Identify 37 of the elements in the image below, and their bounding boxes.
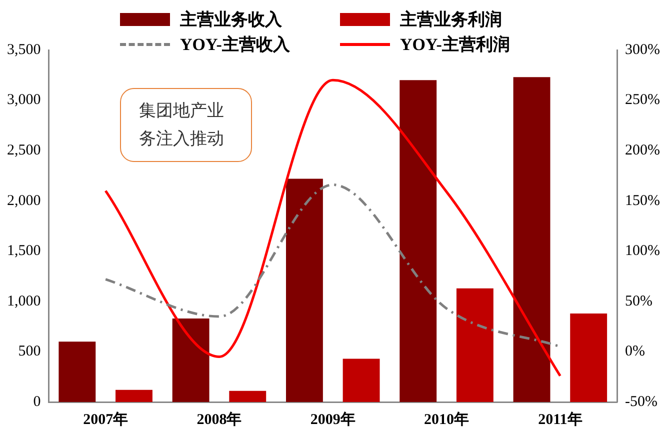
y2-tick-label: 150% [625,192,660,209]
y2-tick-label: 200% [625,142,660,159]
bar [513,77,550,402]
x-tick-label: 2008年 [196,410,242,428]
bar [400,80,437,402]
y2-tick-label: 100% [625,243,660,260]
y2-tick-label: -50% [625,394,658,410]
line-series [104,78,562,378]
y-tick-label: 0 [33,394,41,410]
bar [456,288,494,402]
bar [116,390,152,402]
bar [342,358,380,402]
x-tick-label: 2011年 [538,410,582,428]
legend-label: 主营业务收入 [180,9,282,31]
y-tick-label: 1,500 [7,243,41,260]
y2-tick-label: 250% [625,92,660,108]
y-tick-label: 3,000 [7,92,41,108]
bar [229,390,266,402]
annotation: 集团地产业务注入推动 [120,88,252,162]
legend-label: 主营业务利润 [400,9,502,31]
bar [58,342,96,402]
y-tick-label: 500 [18,344,41,360]
y2-tick-label: 300% [625,42,660,58]
legend-label: YOY-主营收入 [180,34,290,56]
bar [570,313,608,402]
bar [286,178,323,402]
bar [172,318,210,402]
y-tick-label: 2,000 [7,192,41,209]
y-tick-label: 3,500 [7,42,41,58]
y2-tick-label: 50% [625,293,653,310]
y-tick-label: 2,500 [7,142,41,159]
x-tick-label: 2009年 [310,410,356,428]
x-tick-label: 2010年 [424,410,470,428]
x-tick-label: 2007年 [83,410,128,428]
y-tick-label: 1,000 [7,293,41,310]
legend-label: YOY-主营利润 [400,34,510,56]
y2-tick-label: 0% [625,344,646,360]
